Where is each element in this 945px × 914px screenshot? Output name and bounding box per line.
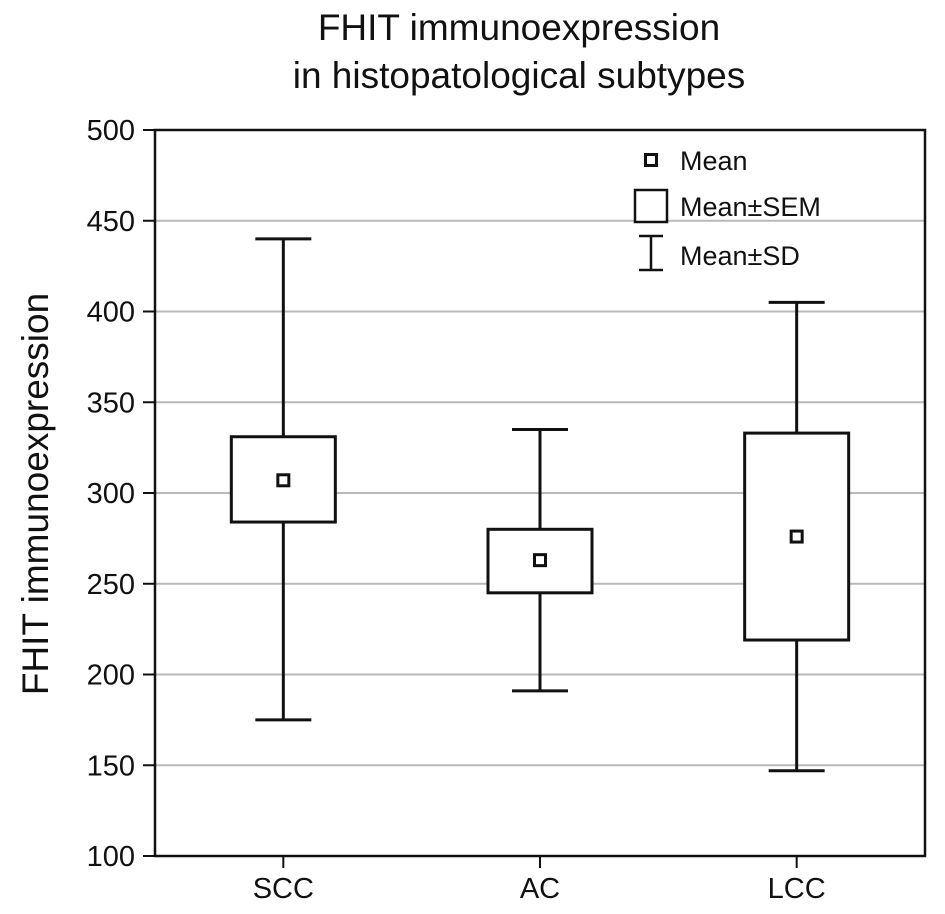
chart-title-line-1: FHIT immunoexpression <box>318 7 720 48</box>
y-tick-label: 500 <box>87 115 135 147</box>
legend-sd-symbol <box>639 234 663 272</box>
mean-marker <box>789 529 804 544</box>
y-axis-ticks: 100 150 200 250 300 350 400 450 500 <box>87 115 155 873</box>
x-tick-label: AC <box>520 873 560 905</box>
x-tick-label: SCC <box>253 873 314 905</box>
legend-sem-symbol <box>633 188 669 224</box>
y-tick-label: 100 <box>87 841 135 873</box>
box-group-ac <box>486 427 594 693</box>
y-axis-title: FHIT immunoexpression <box>15 293 56 695</box>
y-tick-label: 250 <box>87 569 135 601</box>
mean-marker <box>533 553 547 568</box>
y-tick-label: 450 <box>87 206 135 238</box>
chart-title-line-2: in histopatological subtypes <box>293 55 746 96</box>
legend-label: Mean±SD <box>680 241 800 271</box>
chart-title: FHIT immunoexpression in histopatologica… <box>293 7 746 96</box>
y-tick-label: 300 <box>87 478 135 510</box>
legend-label: Mean±SEM <box>680 192 821 222</box>
y-tick-label: 200 <box>87 660 135 692</box>
legend-mean-symbol <box>644 153 658 167</box>
x-tick-label: LCC <box>768 873 826 905</box>
x-axis-ticks: SCC AC LCC <box>253 856 826 905</box>
mean-marker <box>276 473 291 488</box>
y-tick-label: 150 <box>87 750 135 782</box>
y-tick-label: 350 <box>87 387 135 419</box>
box-group-scc <box>229 237 337 722</box>
legend: Mean Mean±SEM Mean±SD <box>633 146 821 272</box>
legend-label: Mean <box>680 146 748 176</box>
plot-area <box>229 237 851 773</box>
box-group-lcc <box>743 300 851 773</box>
sem-box <box>486 527 594 595</box>
y-tick-label: 400 <box>87 297 135 329</box>
